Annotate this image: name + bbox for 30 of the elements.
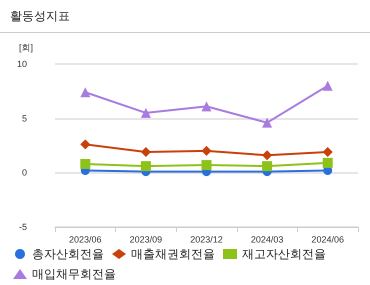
x-tick-label: 2023/09 [130,234,162,244]
point [262,161,272,172]
point [140,108,151,118]
legend-label: 매입채무회전율 [32,267,116,281]
legend-label: 매출채권회전율 [131,247,215,261]
point [80,87,90,98]
y-axis-title: [회] [18,42,33,52]
x-tick-label: 2024/06 [311,234,344,244]
y-tick-label: 10 [16,59,27,69]
chart-title: 활동성지표 [10,8,70,25]
legend-label: 총자산회전율 [32,247,104,261]
point [140,161,151,172]
point [262,118,272,128]
y-tick-label: 0 [22,168,27,178]
point [262,150,272,160]
point [202,101,212,112]
x-tick-label: 2023/12 [190,234,223,244]
point [322,80,333,91]
point [322,147,333,158]
y-tick-label: -5 [18,222,27,232]
x-tick-label: 2023/06 [69,234,102,244]
point [202,160,212,170]
point [80,139,90,150]
point [202,146,212,156]
point [322,158,333,168]
point [80,158,90,169]
legend-label: 재고자산회전율 [242,247,326,261]
x-tick-label: 2024/03 [250,234,284,244]
y-tick-label: 5 [22,113,27,124]
point [140,147,151,158]
